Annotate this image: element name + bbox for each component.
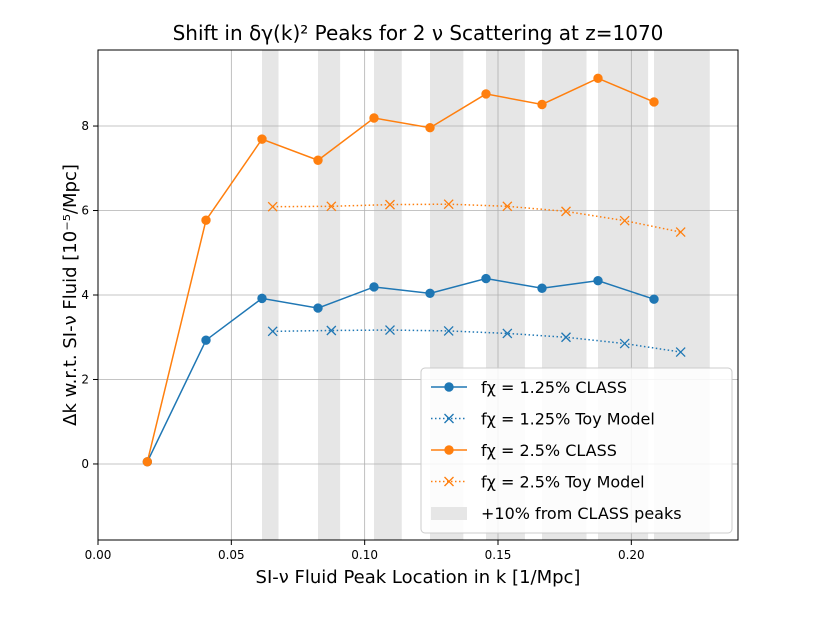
series-3-point-4-b [502,201,513,212]
series-2-point-4 [369,113,379,123]
y-tick-label-0: 0 [81,457,89,471]
series-1 [267,325,686,357]
series-2-point-7 [537,99,547,110]
series-3-point-1 [326,201,337,212]
x-tick-label-1: 0.05 [218,548,245,562]
series-2-point-5 [425,123,435,133]
series-1-point-0 [267,326,278,337]
series-0-point-1 [201,335,211,345]
series-1-point-1-b [326,325,337,336]
series-2-point-3 [313,155,323,165]
legend-label-2: fχ = 2.5% CLASS [481,441,617,460]
series-0-point-6 [481,273,491,284]
series-3-point-6 [619,215,630,226]
series-3-point-5-b [561,206,571,217]
series-3-point-5 [561,206,571,217]
legend-item-1: fχ = 1.25% Toy Model [431,410,655,429]
series-1-point-3 [443,325,454,336]
legend-label-1: fχ = 1.25% Toy Model [481,410,655,429]
series-0-point-7 [537,283,547,293]
x-axis-label: SI-ν Fluid Peak Location in k [1/Mpc] [256,567,581,588]
series-1-point-5-b [561,332,571,343]
x-tick-label-3: 0.15 [485,548,512,562]
series-2 [142,73,659,467]
y-tick-label-1: 2 [81,372,89,386]
series-1-point-5 [561,332,571,343]
series-1-point-3-b [443,325,454,336]
legend-swatch-4 [431,507,467,520]
series-3-point-0-b [267,201,278,212]
series-1-point-2 [385,325,395,336]
series-1-point-4-b [502,328,513,339]
x-tick-label-4: 0.20 [618,548,645,562]
y-tick-label-2: 4 [81,288,89,302]
series-0-point-3 [313,303,323,313]
series-3-point-2 [385,199,395,210]
legend-item-2: fχ = 2.5% CLASS [431,441,617,460]
legend-marker-0 [444,382,454,392]
series-3-line [272,203,681,233]
series-1-point-1 [326,325,337,336]
series-2-point-8 [593,73,603,84]
x-tick-label-2: 0.10 [351,548,378,562]
series-2-point-2 [257,134,267,144]
legend-marker-1-b [444,413,454,424]
series-3 [267,199,686,238]
series-0-point-8 [593,275,603,286]
legend-item-0: fχ = 1.25% CLASS [431,378,627,397]
series-1-point-2-b [385,325,395,336]
y-tick-label-3: 6 [81,204,89,218]
series-0-point-5 [425,288,435,299]
series-0-line [146,277,655,463]
series-1-point-6 [619,338,630,349]
series-1-point-7 [675,347,686,357]
legend-box [420,367,733,534]
legend-marker-1 [444,413,454,424]
series-0-point-4 [369,282,379,292]
y-tick-label-4: 8 [81,119,89,133]
legend-marker-3 [444,476,454,487]
legend: fχ = 1.25% CLASS fχ = 1.25% Toy Model fχ =… [420,367,733,534]
series-group [142,73,686,467]
x-tick-label-0: 0.00 [85,548,112,562]
series-1-point-7-b [675,347,686,357]
series-2-point-1 [201,215,211,225]
series-3-point-3 [443,199,454,210]
series-0-point-9 [649,294,659,304]
chart-title: Shift in δγ(k)² Peaks for 2 ν Scattering… [173,21,664,45]
series-0-point-2 [257,293,267,304]
series-2-point-0 [142,457,153,467]
series-3-point-7-b [675,227,686,238]
series-1-line [272,329,681,353]
legend-label-0: fχ = 1.25% CLASS [481,378,627,397]
series-2-point-9 [649,97,659,107]
series-2-point-6 [481,89,491,99]
series-1-point-0-b [267,326,278,337]
legend-item-4: +10% from CLASS peaks [431,504,682,523]
axis-ticks: 0.00 0.05 0.10 0.15 0.20 0 2 4 6 8 [81,119,644,562]
series-3-point-7 [675,227,686,238]
series-1-point-4 [502,328,513,339]
series-3-point-1-b [326,201,337,212]
series-1-point-6-b [619,338,630,349]
legend-marker-2 [444,445,454,455]
y-axis-label: Δk w.r.t. SI-ν Fluid [10⁻⁵/Mpc] [60,164,81,426]
legend-marker-3-b [444,476,454,487]
legend-label-3: fχ = 2.5% Toy Model [481,473,645,492]
series-3-point-3-b [443,199,454,210]
legend-item-3: fχ = 2.5% Toy Model [431,473,645,492]
legend-label-4: +10% from CLASS peaks [481,504,682,523]
series-2-line [146,77,655,463]
series-3-point-6-b [619,215,630,226]
series-3-point-2-b [385,199,395,210]
series-3-point-0 [267,201,278,212]
series-3-point-4 [502,201,513,212]
